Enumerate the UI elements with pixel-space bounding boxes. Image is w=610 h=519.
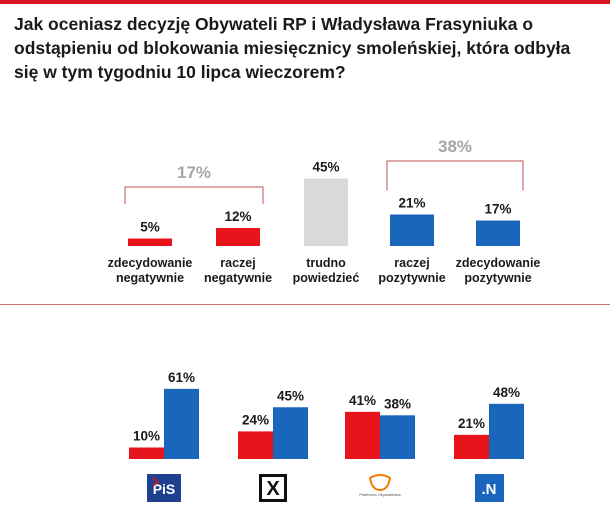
category-label-1-0: raczej: [220, 256, 255, 270]
party-value-labels: 10% 61% 24% 45% 41% 38% 21% 48%: [133, 370, 520, 444]
question-title: Jak oceniasz decyzję Obywateli RP i Wład…: [14, 14, 571, 82]
svg-text:Platforma Obywatelska: Platforma Obywatelska: [359, 492, 401, 497]
group-bracket-0: [124, 186, 264, 204]
category-labels: zdecydowanienegatywnieraczejnegatywnietr…: [108, 256, 541, 285]
party-bar-2-negatywnie: [345, 411, 380, 459]
pis-logo: PiS: [147, 474, 181, 502]
group-label-1: 38%: [438, 137, 472, 156]
svg-text:PiS: PiS: [153, 481, 176, 497]
value-label-1: 12%: [224, 209, 251, 224]
value-label-2: 45%: [312, 160, 339, 175]
party-bar-3-negatywnie: [454, 434, 489, 459]
group-label-0: 17%: [177, 163, 211, 182]
po-logo: Platforma Obywatelska: [359, 474, 401, 497]
party-bar-1-pozytywnie: [273, 407, 308, 459]
top-accent-bar: [0, 0, 610, 4]
bar-3: [390, 214, 434, 246]
value-label-3: 21%: [398, 196, 425, 211]
value-label-4: 17%: [484, 202, 511, 217]
party-value-label-2-pozytywnie: 38%: [384, 396, 411, 411]
category-label-2-1: powiedzieć: [293, 271, 360, 285]
value-label-0: 5%: [140, 220, 160, 235]
party-bar-0-negatywnie: [129, 447, 164, 459]
svg-text:X: X: [266, 478, 280, 500]
category-label-3-0: raczej: [394, 256, 429, 270]
category-label-0-1: negatywnie: [116, 271, 184, 285]
party-bar-3-pozytywnie: [489, 403, 524, 459]
bar-1: [216, 228, 260, 246]
svg-text:.N: .N: [482, 481, 497, 498]
party-value-label-2-negatywnie: 41%: [349, 393, 376, 408]
category-label-1-1: negatywnie: [204, 271, 272, 285]
nowoczesna-logo: .N: [475, 474, 504, 502]
group-brackets: 17% 38%: [124, 137, 524, 204]
bar-0: [128, 238, 172, 246]
section-divider: [0, 304, 610, 305]
party-value-label-0-negatywnie: 10%: [133, 429, 160, 444]
party-value-label-1-negatywnie: 24%: [242, 412, 269, 427]
party-value-label-1-pozytywnie: 45%: [277, 388, 304, 403]
party-value-label-3-negatywnie: 21%: [458, 416, 485, 431]
overall-opinion-chart: 17%38% 5%12%45%21% 17% zdecydowanienegaty…: [108, 137, 541, 285]
category-label-2-0: trudno: [306, 256, 346, 270]
party-bars: [129, 388, 524, 459]
bars: [128, 178, 520, 246]
party-value-label-0-pozytywnie: 61%: [168, 370, 195, 385]
party-logos: PiS X Platforma Obywatelska .N: [147, 474, 504, 502]
party-bar-2-pozytywnie: [380, 415, 415, 459]
category-label-0-0: zdecydowanie: [108, 256, 193, 270]
category-label-4-1: pozytywnie: [464, 271, 531, 285]
kukiz-logo: X: [259, 474, 287, 502]
party-value-label-3-pozytywnie: 48%: [493, 385, 520, 400]
bar-4: [476, 220, 520, 246]
category-label-4-0: zdecydowanie: [456, 256, 541, 270]
party-bar-1-negatywnie: [238, 431, 273, 459]
bar-2: [304, 178, 348, 246]
value-labels: 5% 12% 45% 21% 17%: [140, 160, 511, 235]
party-bar-0-pozytywnie: [164, 388, 199, 459]
group-bracket-1: [386, 160, 524, 191]
category-label-3-1: pozytywnie: [378, 271, 445, 285]
